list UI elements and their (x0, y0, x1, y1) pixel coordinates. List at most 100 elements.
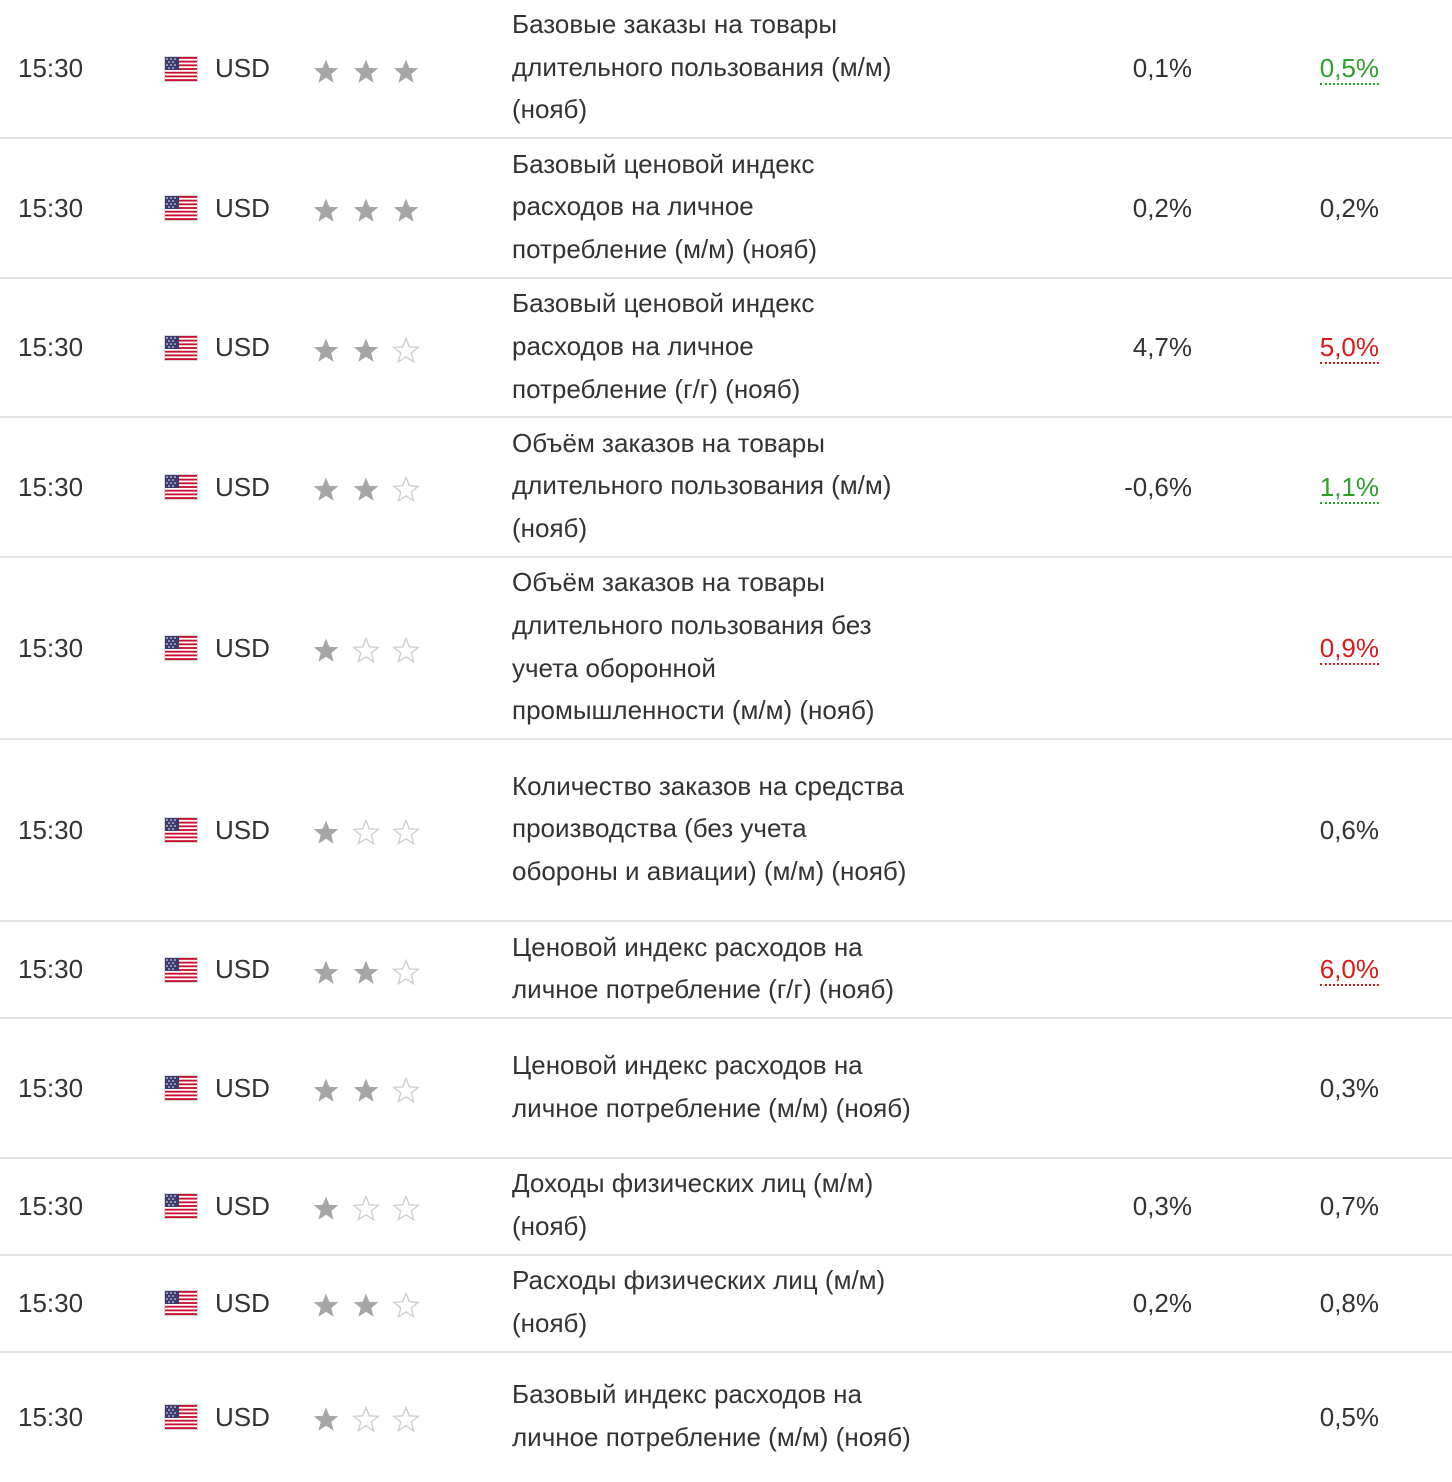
event-name-link[interactable]: Количество заказов на средства производс… (512, 770, 907, 887)
empty-star-icon (392, 476, 420, 503)
row-spacer (1379, 417, 1452, 557)
filled-star-icon (312, 1406, 340, 1432)
actual-value: -0,6% (922, 417, 1192, 557)
actual-value-text: 0,3% (1132, 1190, 1192, 1221)
forecast-value-text: 0,5% (1319, 53, 1379, 86)
forecast-value-text: 0,2% (1319, 192, 1379, 223)
filled-star-icon (352, 58, 380, 84)
event-name-cell[interactable]: Базовый индекс расходов на личное потреб… (512, 1352, 922, 1482)
event-name-link[interactable]: Базовые заказы на товары длительного пол… (512, 9, 892, 125)
filled-star-icon (312, 1195, 340, 1221)
event-name-link[interactable]: Ценовой индекс расходов на личное потреб… (512, 1050, 911, 1123)
forecast-value-text: 5,0% (1319, 332, 1379, 365)
forecast-value-text: 0,7% (1319, 1190, 1379, 1221)
actual-value-text: 0,1% (1132, 53, 1192, 84)
row-spacer (1379, 557, 1452, 739)
event-name-cell[interactable]: Базовый ценовой индекс расходов на лично… (512, 278, 922, 417)
event-name-cell[interactable]: Ценовой индекс расходов на личное потреб… (512, 921, 922, 1018)
currency-code: USD (215, 1190, 270, 1221)
row-spacer (1379, 278, 1452, 417)
currency-code: USD (215, 1287, 270, 1318)
event-name-cell[interactable]: Объём заказов на товары длительного поль… (512, 417, 922, 557)
event-name-cell[interactable]: Ценовой индекс расходов на личное потреб… (512, 1018, 922, 1158)
event-time: 15:30 (18, 471, 84, 502)
row-spacer (1379, 1255, 1452, 1352)
actual-value-text: 0,2% (1132, 1287, 1192, 1318)
actual-value: 0,2% (922, 138, 1192, 278)
currency-cell: USD (165, 739, 311, 921)
importance-rating (311, 278, 512, 417)
event-name-link[interactable]: Базовый индекс расходов на личное потреб… (512, 1378, 911, 1452)
forecast-value: 0,5% (1192, 1352, 1379, 1482)
event-row[interactable]: 15:30 USD Расходы физических лиц (м/м) (но… (0, 1255, 1452, 1352)
actual-value: 0,2% (922, 1255, 1192, 1352)
us-flag-icon (165, 1076, 197, 1101)
actual-value (922, 557, 1192, 739)
event-row[interactable]: 15:30 USD Базовый ценовой индекс расходов … (0, 138, 1452, 279)
importance-rating (311, 417, 512, 557)
event-row[interactable]: 15:30 USD Ценовой индекс расходов на лично… (0, 921, 1452, 1019)
empty-star-icon (392, 1195, 420, 1222)
event-name-link[interactable]: Объём заказов на товары длительного поль… (512, 427, 892, 544)
importance-rating (311, 138, 512, 278)
row-spacer (1379, 921, 1452, 1018)
event-time: 15:30 (18, 1287, 84, 1318)
importance-rating (311, 1018, 512, 1158)
actual-value: 0,1% (922, 0, 1192, 138)
event-name-link[interactable]: Доходы физических лиц (м/м) (нояб) (512, 1168, 874, 1241)
currency-cell: USD (165, 921, 311, 1018)
forecast-value: 1,1% (1192, 417, 1379, 557)
filled-star-icon (352, 959, 380, 985)
filled-star-icon (352, 1077, 380, 1103)
event-time: 15:30 (18, 192, 84, 223)
empty-star-icon (392, 336, 420, 363)
event-name-link[interactable]: Расходы физических лиц (м/м) (нояб) (512, 1264, 886, 1338)
event-row[interactable]: 15:30 USD Доходы физических лиц (м/м) (ноя… (0, 1158, 1452, 1255)
forecast-value-text: 0,5% (1319, 1401, 1379, 1432)
event-name-cell[interactable]: Объём заказов на товары длительного поль… (512, 557, 922, 739)
event-row[interactable]: 15:30 USD Базовые заказы на товары длитель… (0, 0, 1452, 139)
event-name-cell[interactable]: Доходы физических лиц (м/м) (нояб) (512, 1158, 922, 1254)
event-name-cell[interactable]: Базовый ценовой индекс расходов на лично… (512, 138, 922, 278)
event-name-link[interactable]: Базовый ценовой индекс расходов на лично… (512, 148, 818, 264)
us-flag-icon (165, 475, 197, 500)
event-time: 15:30 (18, 1401, 84, 1432)
importance-rating (311, 921, 512, 1018)
currency-cell: USD (165, 1158, 311, 1254)
currency-code: USD (215, 632, 270, 663)
forecast-value: 0,7% (1192, 1158, 1379, 1254)
empty-star-icon (392, 958, 420, 985)
us-flag-icon (165, 56, 197, 81)
event-name-link[interactable]: Базовый ценовой индекс расходов на лично… (512, 288, 815, 404)
event-row[interactable]: 15:30 USD Количество заказов на средства п… (0, 739, 1452, 922)
us-flag-icon (165, 636, 197, 661)
currency-code: USD (215, 954, 270, 985)
forecast-value-text: 0,3% (1319, 1072, 1379, 1103)
currency-code: USD (215, 332, 270, 363)
event-name-cell[interactable]: Базовые заказы на товары длительного пол… (512, 0, 922, 138)
forecast-value-text: 0,8% (1319, 1287, 1379, 1318)
empty-star-icon (392, 1292, 420, 1319)
event-name-link[interactable]: Ценовой индекс расходов на личное потреб… (512, 931, 895, 1005)
forecast-value: 0,3% (1192, 1018, 1379, 1158)
us-flag-icon (165, 1194, 197, 1219)
currency-cell: USD (165, 138, 311, 278)
event-row[interactable]: 15:30 USD Объём заказов на товары длительн… (0, 417, 1452, 558)
forecast-value: 0,6% (1192, 739, 1379, 921)
event-name-link[interactable]: Объём заказов на товары длительного поль… (512, 567, 875, 726)
event-name-cell[interactable]: Расходы физических лиц (м/м) (нояб) (512, 1255, 922, 1352)
event-row[interactable]: 15:30 USD Объём заказов на товары длительн… (0, 557, 1452, 740)
currency-code: USD (215, 814, 270, 845)
row-spacer (1379, 0, 1452, 138)
currency-code: USD (215, 53, 270, 84)
event-row[interactable]: 15:30 USD Ценовой индекс расходов на лично… (0, 1018, 1452, 1159)
actual-value-text: 0,2% (1132, 192, 1192, 223)
event-row[interactable]: 15:30 USD Базовый индекс расходов на лично… (0, 1352, 1452, 1482)
forecast-value: 0,5% (1192, 0, 1379, 138)
us-flag-icon (165, 957, 197, 982)
event-row[interactable]: 15:30 USD Базовый ценовой индекс расходов … (0, 278, 1452, 418)
event-name-cell[interactable]: Количество заказов на средства производс… (512, 739, 922, 921)
filled-star-icon (312, 337, 340, 363)
